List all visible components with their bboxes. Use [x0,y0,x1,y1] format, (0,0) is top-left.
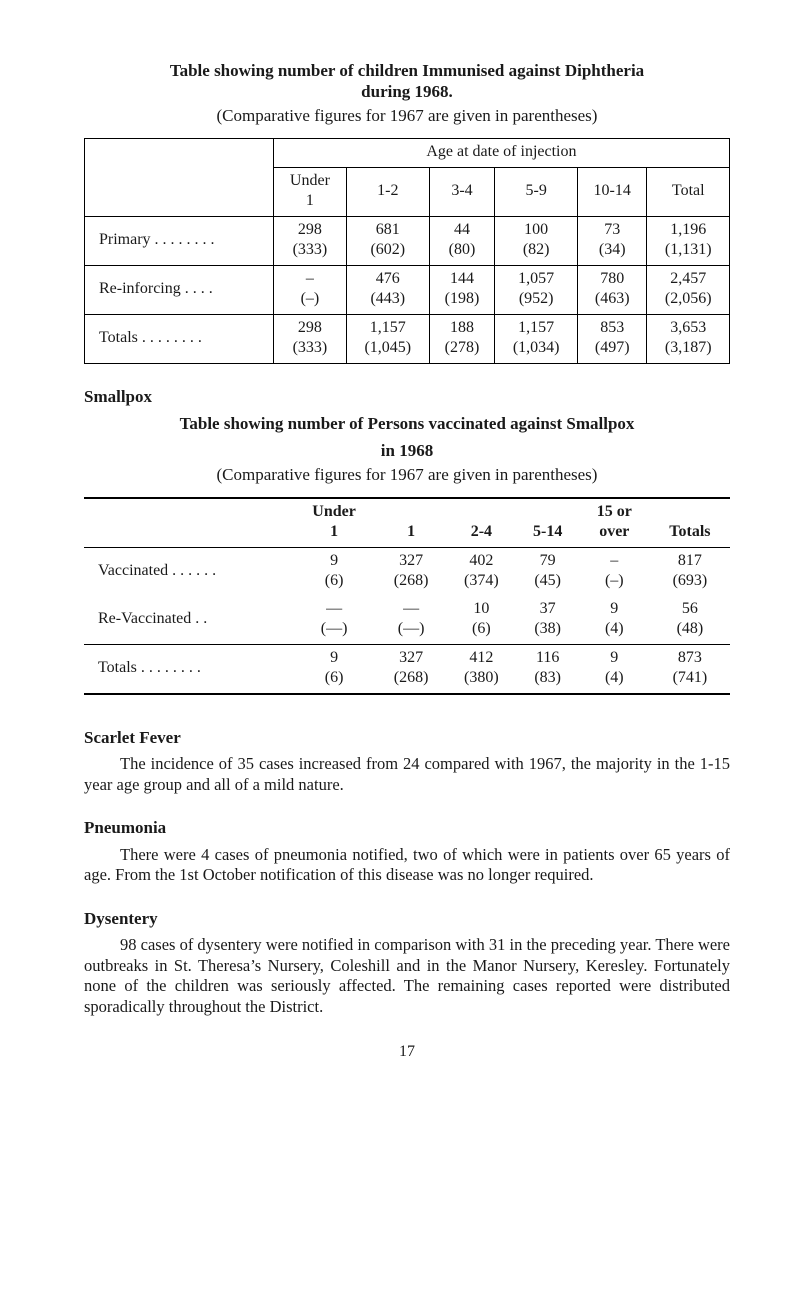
dysentery-heading: Dysentery [84,908,730,929]
cell: 10(6) [446,596,516,645]
cell: 9(6) [292,547,376,596]
col-15over: 15 or over [579,498,650,548]
table1-title-line2: during 1968. [84,81,730,102]
stub-empty [85,138,274,216]
cell: 298(333) [273,314,346,363]
scarlet-fever-body: The incidence of 35 cases increased from… [84,754,730,795]
cell: 853(497) [577,314,647,363]
cell: 3,653(3,187) [647,314,730,363]
scarlet-fever-heading: Scarlet Fever [84,727,730,748]
row-label: Re-inforcing . . . . [85,265,274,314]
cell: 1,157(1,034) [495,314,577,363]
table-row: Primary . . . . . . . . 298(333) 681(602… [85,216,730,265]
smallpox-table: Under 1 1 2-4 5-14 15 or over Totals Vac… [84,497,730,695]
table-row: Totals . . . . . . . . 9(6) 327(268) 412… [84,644,730,694]
cell: 9(4) [579,644,650,694]
age-header: Age at date of injection [273,138,729,167]
col-under1-bot: 1 [306,192,314,209]
table-row: Vaccinated . . . . . . 9(6) 327(268) 402… [84,547,730,596]
cell: —(—) [376,596,446,645]
row-label: Vaccinated . . . . . . [84,547,292,596]
cell: –(–) [273,265,346,314]
col-5-9: 5-9 [495,167,577,216]
cell: 1,196(1,131) [647,216,730,265]
cell: 298(333) [273,216,346,265]
col-totals: Totals [650,498,730,548]
cell: 144(198) [429,265,495,314]
cell: 2,457(2,056) [647,265,730,314]
col-under1: Under 1 [273,167,346,216]
col-under1: Under 1 [292,498,376,548]
cell: 9(4) [579,596,650,645]
cell: —(—) [292,596,376,645]
row-label: Re-Vaccinated . . [84,596,292,645]
cell: 817(693) [650,547,730,596]
col-10-14: 10-14 [577,167,647,216]
cell: 9(6) [292,644,376,694]
table2-subtitle: (Comparative figures for 1967 are given … [84,464,730,485]
page: Table showing number of children Immunis… [0,0,800,1299]
cell: 402(374) [446,547,516,596]
table-row: Re-Vaccinated . . —(—) —(—) 10(6) 37(38)… [84,596,730,645]
col-1-2: 1-2 [347,167,429,216]
cell: 412(380) [446,644,516,694]
cell: 681(602) [347,216,429,265]
col-5-14: 5-14 [517,498,579,548]
cell: 37(38) [517,596,579,645]
stub-empty [84,498,292,548]
cell: 780(463) [577,265,647,314]
row-label: Totals . . . . . . . . [84,644,292,694]
col-1: 1 [376,498,446,548]
col-total: Total [647,167,730,216]
cell: 1,157(1,045) [347,314,429,363]
cell: 79(45) [517,547,579,596]
diphtheria-table: Age at date of injection Under 1 1-2 3-4… [84,138,730,364]
col-under1-top: Under [290,172,330,189]
cell: 327(268) [376,547,446,596]
cell: 116(83) [517,644,579,694]
cell: 73(34) [577,216,647,265]
pneumonia-heading: Pneumonia [84,817,730,838]
table-row: Re-inforcing . . . . –(–) 476(443) 144(1… [85,265,730,314]
cell: 100(82) [495,216,577,265]
table1-title-line1: Table showing number of children Immunis… [84,60,730,81]
cell: 873(741) [650,644,730,694]
col-3-4: 3-4 [429,167,495,216]
row-label: Totals . . . . . . . . [85,314,274,363]
cell: 1,057(952) [495,265,577,314]
cell: 56(48) [650,596,730,645]
cell: –(–) [579,547,650,596]
row-label: Primary . . . . . . . . [85,216,274,265]
smallpox-heading: Smallpox [84,386,730,407]
table2-title-line2: in 1968 [84,440,730,461]
cell: 327(268) [376,644,446,694]
table-row: Totals . . . . . . . . 298(333) 1,157(1,… [85,314,730,363]
cell: 44(80) [429,216,495,265]
table2-title-line1: Table showing number of Persons vaccinat… [84,413,730,434]
pneumonia-body: There were 4 cases of pneumonia notified… [84,845,730,886]
dysentery-body: 98 cases of dysentery were notified in c… [84,935,730,1018]
col-2-4: 2-4 [446,498,516,548]
cell: 188(278) [429,314,495,363]
page-number: 17 [84,1042,730,1062]
table1-subtitle: (Comparative figures for 1967 are given … [84,105,730,126]
cell: 476(443) [347,265,429,314]
